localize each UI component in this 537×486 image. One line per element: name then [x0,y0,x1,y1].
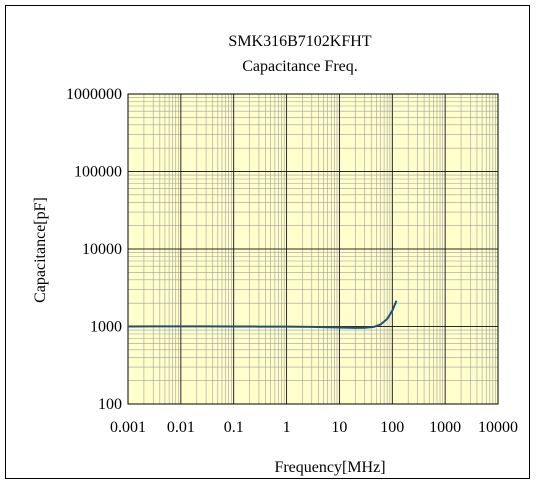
x-tick-label: 100 [380,419,404,436]
x-tick-label: 10 [331,419,347,436]
series-layer [127,300,398,329]
plot-border [127,93,499,405]
x-tick-label: 0.1 [224,419,244,436]
y-tick-label: 10000 [82,241,122,258]
x-tick-label: 1000 [429,419,461,436]
y-tick-label: 100000 [74,164,122,181]
tick-labels: 0.001 0.01 0.1 1 10 100 1000 10000 100 1000 10000 1… [66,86,518,436]
y-tick-label: 1000000 [66,86,122,103]
chart-subtitle: Capacitance Freq. [242,58,358,75]
x-tick-label: 0.01 [167,419,195,436]
series-line [127,300,398,329]
y-axis-label: Capacitance[pF] [32,197,49,303]
chart-frame [5,5,530,479]
x-tick-label: 0.001 [110,419,146,436]
x-tick-label: 10000 [478,419,518,436]
chart-title: SMK316B7102KFHT [228,33,371,50]
x-tick-label: 1 [283,419,291,436]
y-tick-label: 1000 [90,319,122,336]
x-axis-label: Frequency[MHz] [274,459,385,476]
y-tick-label: 100 [98,396,122,413]
